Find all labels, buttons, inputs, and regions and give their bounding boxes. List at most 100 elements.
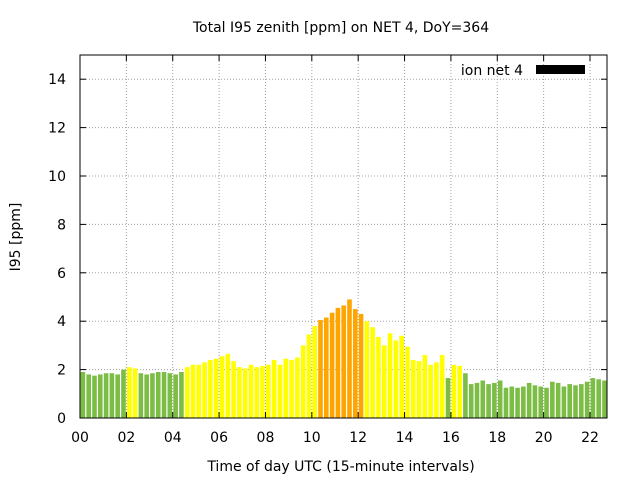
x-ticks: 00 02 04 06 08 10 12 14 16 18 20 22 (71, 55, 599, 446)
y-tick-label: 6 (57, 266, 66, 282)
bar (324, 317, 329, 418)
bar (219, 356, 225, 418)
x-tick-label: 10 (303, 430, 321, 446)
bar (358, 313, 364, 418)
x-tick-label: 22 (581, 430, 599, 446)
bar (515, 387, 520, 418)
bar (248, 364, 254, 418)
bar (579, 384, 584, 418)
bar (126, 367, 132, 418)
bar (341, 305, 346, 418)
bar (463, 373, 468, 418)
bar (503, 387, 509, 418)
bar (231, 361, 236, 418)
bar (509, 386, 515, 418)
chart-title: Total I95 zenith [ppm] on NET 4, DoY=364 (192, 20, 489, 36)
bar (184, 367, 190, 418)
bar (364, 321, 370, 418)
y-tick-label: 8 (57, 217, 66, 233)
bar (352, 309, 358, 418)
x-tick-label: 02 (117, 430, 135, 446)
bar (300, 345, 306, 418)
bar (347, 299, 352, 418)
bar (329, 312, 335, 418)
y-ticks: 0 2 4 6 8 10 12 14 (48, 72, 607, 427)
bar (306, 334, 312, 418)
bar (526, 382, 532, 418)
bar (451, 364, 457, 418)
x-tick-label: 14 (396, 430, 414, 446)
bar (584, 381, 590, 418)
bar (335, 307, 341, 418)
bar (271, 359, 277, 418)
bar (155, 372, 161, 418)
bar (567, 384, 573, 418)
bar (555, 382, 561, 418)
bar (422, 355, 428, 418)
y-axis-label: I95 [ppm] (8, 203, 24, 272)
bar (109, 373, 115, 418)
bar (86, 374, 91, 418)
x-tick-label: 18 (488, 430, 506, 446)
x-tick-label: 16 (442, 430, 460, 446)
bar (97, 374, 103, 418)
bar (138, 373, 144, 418)
x-tick-label: 04 (164, 430, 182, 446)
legend-swatch (536, 65, 585, 74)
bar (283, 358, 289, 418)
bar (190, 364, 196, 418)
bar (405, 346, 410, 418)
bar (480, 380, 486, 418)
plot-frame (79, 54, 608, 419)
bar (202, 362, 207, 418)
bar (179, 372, 184, 418)
bar (439, 355, 445, 418)
bar (387, 333, 393, 418)
bar (237, 367, 242, 418)
bar (428, 364, 433, 418)
x-tick-label: 06 (210, 430, 228, 446)
bar (457, 365, 462, 418)
bar (590, 378, 596, 418)
bar (521, 386, 526, 418)
bar (266, 364, 271, 418)
bar (80, 372, 86, 418)
legend-label: ion net 4 (461, 63, 523, 79)
bar (161, 372, 167, 418)
bar (399, 335, 404, 418)
bar (150, 373, 155, 418)
x-axis-label: Time of day UTC (15-minute intervals) (206, 459, 474, 475)
bar (277, 364, 283, 418)
bar (445, 378, 451, 418)
y-tick-label: 2 (57, 363, 66, 379)
y-tick-label: 10 (48, 169, 66, 185)
bar (208, 359, 213, 418)
bars-group (80, 299, 607, 418)
y-tick-label: 12 (48, 121, 66, 137)
bar (532, 385, 538, 418)
bar (410, 359, 416, 418)
bar (376, 336, 381, 418)
bar (295, 357, 300, 418)
bar (497, 380, 503, 418)
bar (121, 369, 126, 418)
x-tick-label: 00 (71, 430, 89, 446)
bar (144, 374, 149, 418)
bar (312, 326, 318, 418)
bar (370, 327, 375, 418)
bar (486, 384, 491, 418)
legend: ion net 4 (461, 63, 585, 79)
bar (561, 386, 567, 418)
bar (173, 374, 178, 418)
x-tick-label: 20 (535, 430, 553, 446)
bar (602, 380, 607, 418)
bar (596, 379, 601, 418)
bar (381, 345, 387, 418)
bar (573, 385, 578, 418)
bar (289, 359, 294, 418)
bar (167, 373, 173, 418)
bar (225, 353, 231, 418)
bar (318, 319, 323, 418)
bar (550, 381, 555, 418)
